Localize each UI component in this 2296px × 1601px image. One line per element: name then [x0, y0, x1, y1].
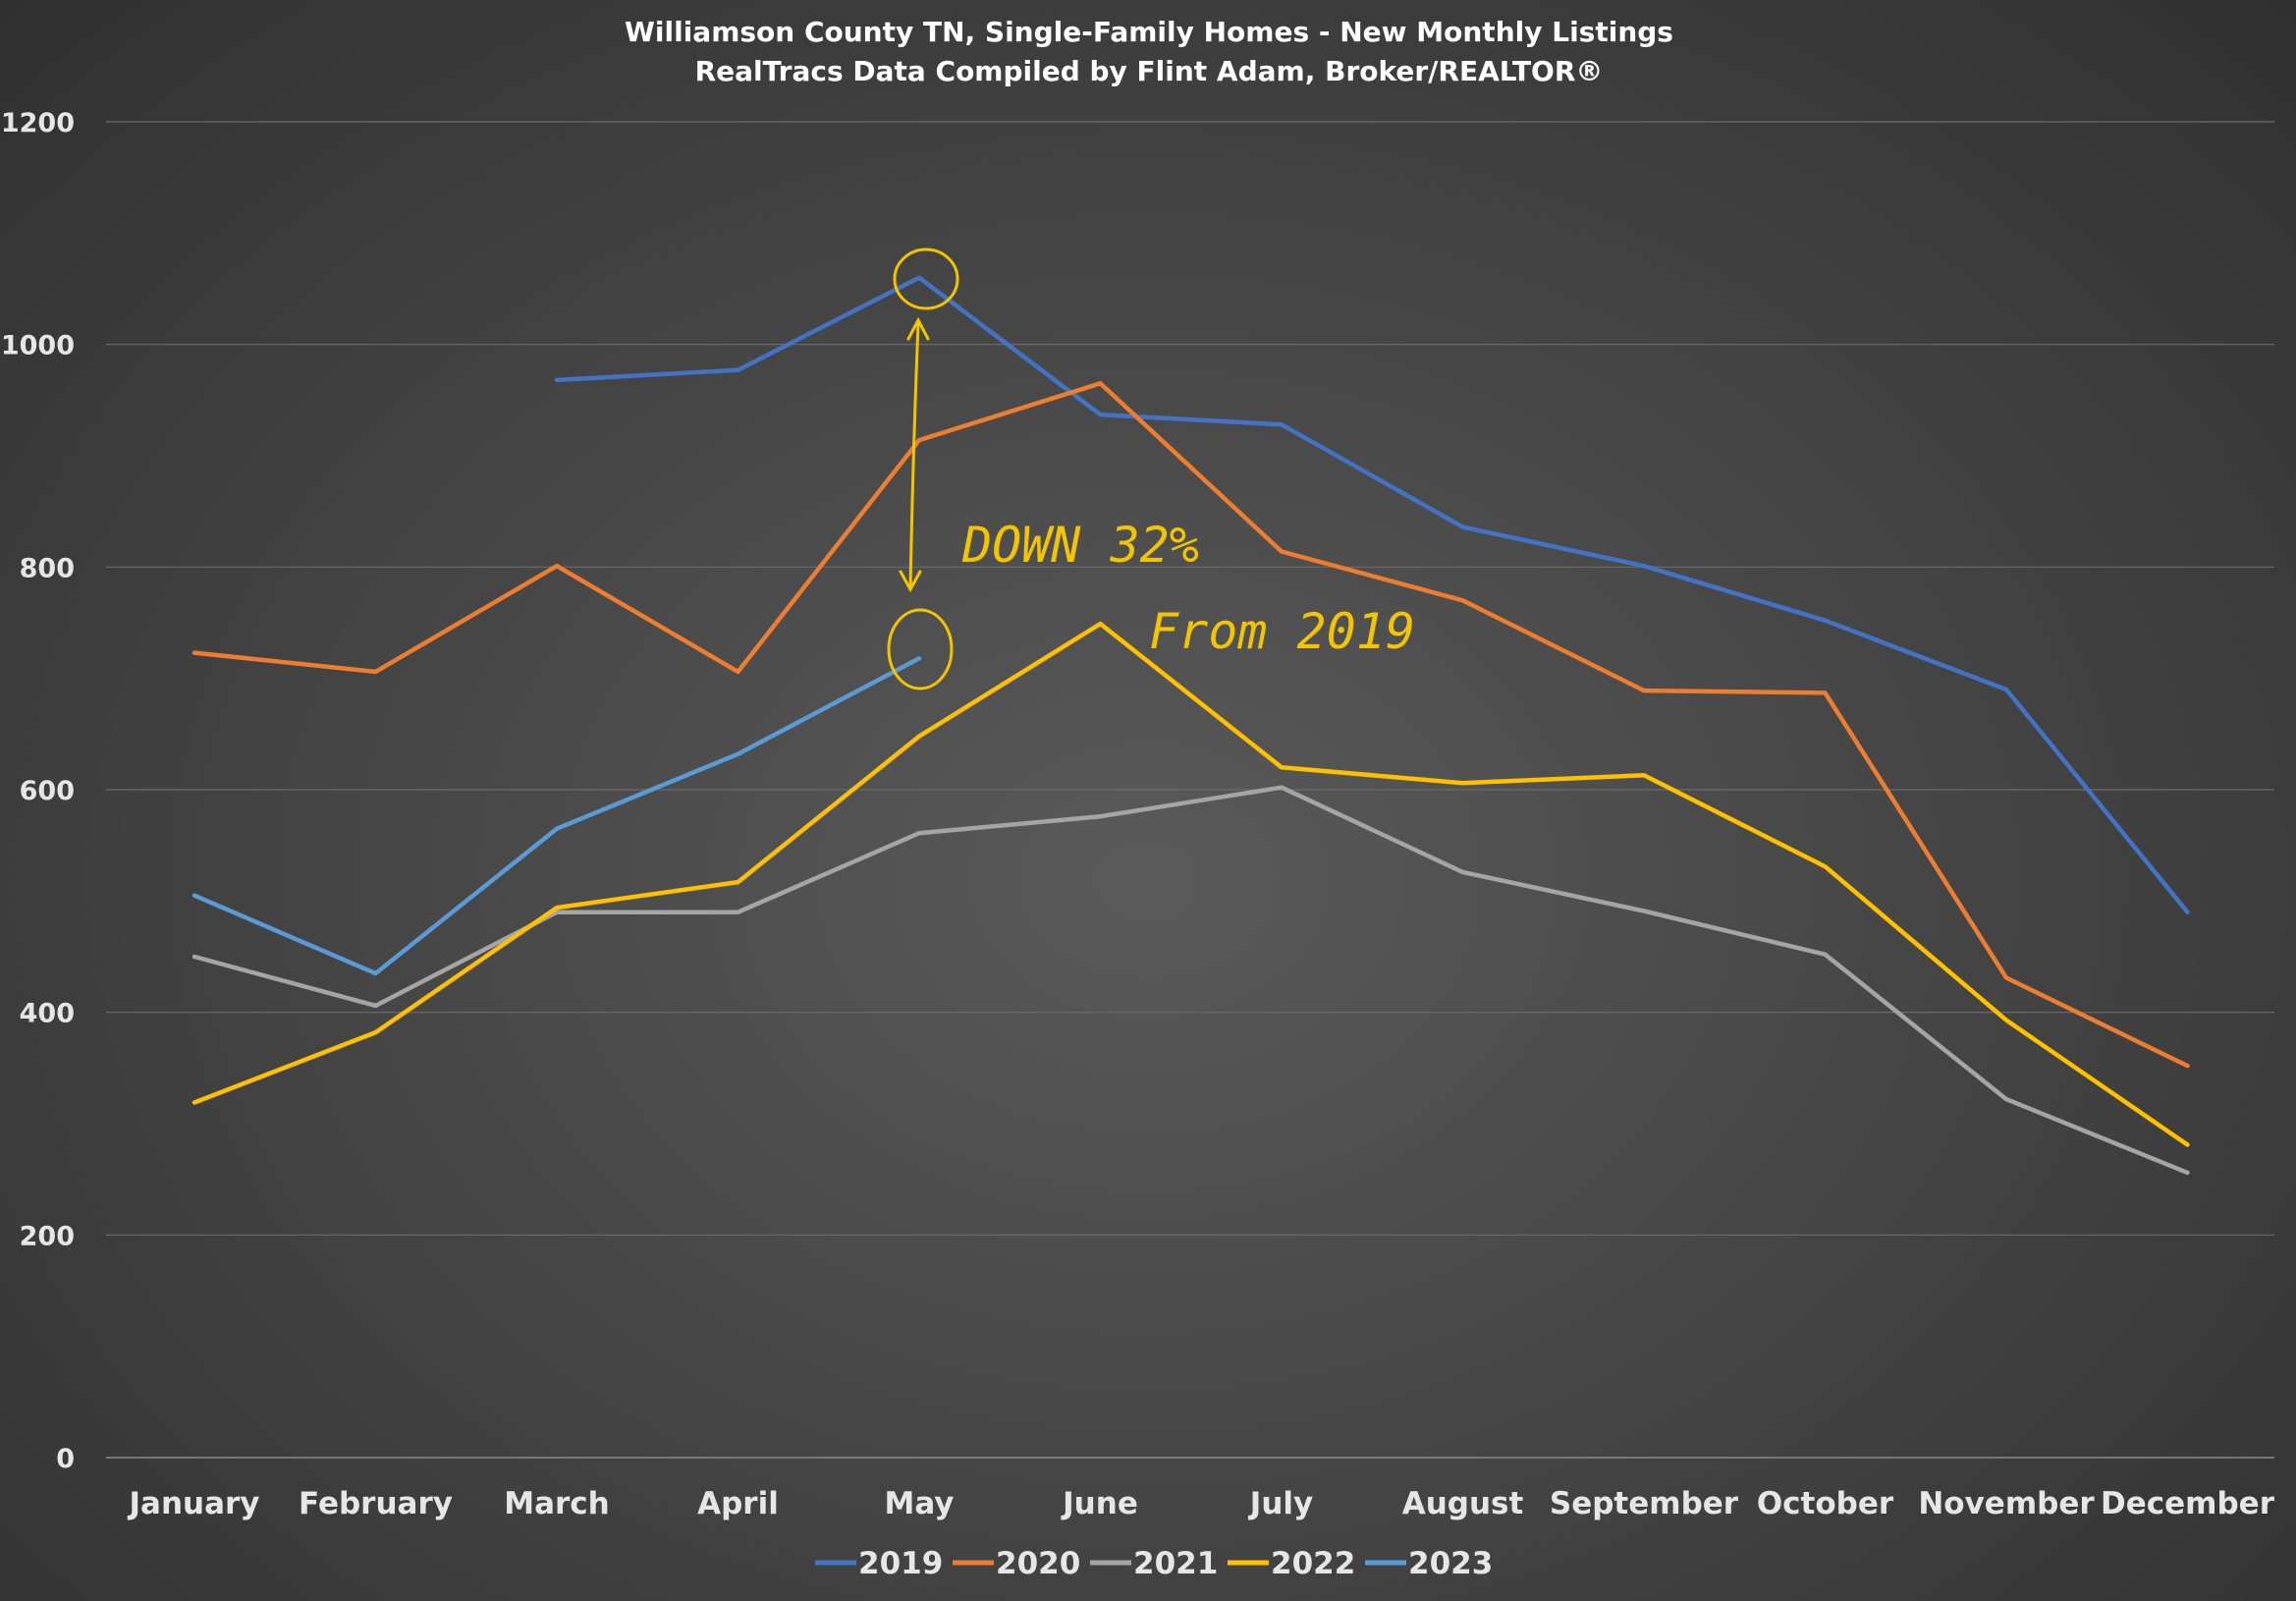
x-tick-label: September [1550, 1486, 1739, 1521]
x-tick-label: January [127, 1486, 259, 1521]
legend-label: 2022 [1271, 1546, 1355, 1581]
x-tick-label: May [884, 1486, 954, 1521]
y-tick-label: 200 [20, 1221, 75, 1251]
annotation-circle-bottom [887, 608, 954, 690]
x-tick-label: August [1402, 1486, 1524, 1521]
chart-title: Williamson County TN, Single-Family Home… [625, 16, 1673, 48]
annotation-arrowhead-top [906, 316, 930, 341]
annotation-text-from: From 2019 [1149, 603, 1415, 660]
series-line-2021 [191, 785, 2190, 1176]
legend: 2019 2020 2021 2022 2023 [815, 1546, 1493, 1581]
x-tick-label: December [2101, 1486, 2275, 1521]
series-line-2023 [191, 656, 922, 976]
x-tick-label: March [504, 1486, 610, 1521]
series-line-2022 [191, 621, 2190, 1147]
y-tick-label: 1000 [1, 331, 75, 361]
series-line-2019 [554, 275, 2190, 914]
y-tick-label: 400 [20, 999, 75, 1029]
y-tick-label: 0 [56, 1444, 75, 1474]
x-tick-label: November [1918, 1486, 2095, 1521]
series-line-2020 [191, 381, 2190, 1069]
y-tick-label: 600 [20, 776, 75, 806]
legend-label: 2019 [858, 1546, 943, 1581]
x-tick-label: October [1757, 1486, 1894, 1521]
x-tick-label: June [1061, 1486, 1138, 1521]
y-tick-label: 800 [20, 553, 75, 583]
x-tick-label: April [697, 1486, 779, 1521]
y-tick-label: 1200 [1, 108, 75, 138]
annotation-circle-top [893, 248, 959, 310]
y-axis-ticks: 0 200 400 600 800 1000 1200 [1, 108, 75, 1474]
annotation-double-arrow [908, 322, 920, 589]
x-axis-ticks: January February March April May June July Augu… [127, 1486, 2274, 1521]
x-tick-label: July [1248, 1486, 1313, 1521]
legend-label: 2023 [1408, 1546, 1493, 1581]
handwritten-annotation: DOWN 32% From 2019 [887, 248, 1415, 690]
legend-label: 2021 [1133, 1546, 1218, 1581]
x-tick-label: February [299, 1486, 453, 1521]
gridlines [106, 121, 2274, 1459]
chart-subtitle: RealTracs Data Compiled by Flint Adam, B… [695, 55, 1604, 87]
annotation-arrowhead-bottom [899, 570, 922, 593]
series-lines [191, 275, 2190, 1176]
annotation-text-down: DOWN 32% [961, 517, 1199, 574]
legend-label: 2020 [996, 1546, 1080, 1581]
